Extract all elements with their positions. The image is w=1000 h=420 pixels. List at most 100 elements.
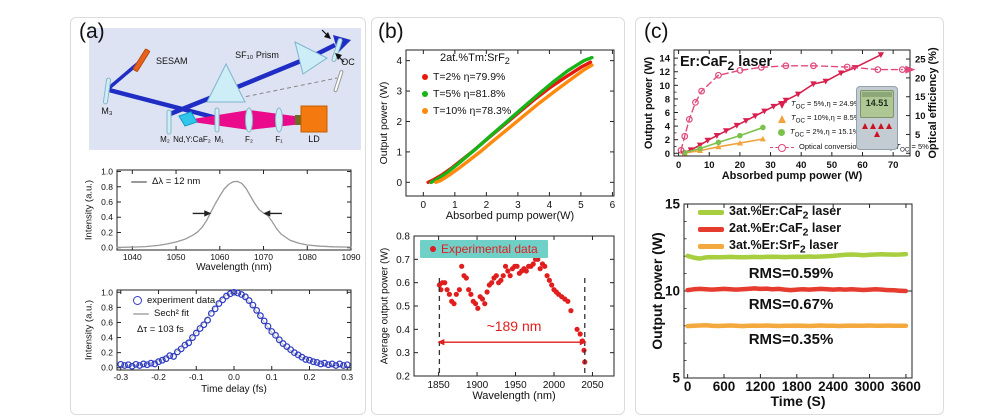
panel-c-label: (c)	[644, 20, 669, 43]
red-line-swatch	[698, 227, 724, 233]
tuning-range-chart: 1850 1900 1950 2000 2050 0.2 0.3 0.4 0.5 0.6 0.7 0.…	[376, 230, 620, 410]
orange-line-swatch	[698, 244, 724, 250]
power-transfer-chart: 0 1 2 3 4 5 6 0 1 2 3 4 Output power (W) Absorbed p…	[376, 40, 620, 230]
svg-text:0.1: 0.1	[266, 372, 278, 382]
svg-text:30: 30	[765, 160, 776, 171]
sesam-device	[132, 48, 151, 72]
triangle-up-swatch	[778, 114, 786, 123]
svg-text:20: 20	[915, 73, 926, 84]
svg-text:2: 2	[484, 200, 490, 211]
svg-text:600: 600	[713, 379, 736, 394]
power-efficiency-chart: 0 10 20 30 40 50 60 70 0 2 4 6 8 10 12 14 0 5 10 15 20 25 Out…	[640, 42, 940, 190]
c-title-text: Er:CaF	[680, 54, 728, 70]
crystal-label: Nd,Y:CaF₂	[173, 135, 211, 144]
autocorr-y-axis-label: Intensity (a.u.)	[83, 299, 95, 361]
stability-legend-red: 2at.%Er:CaF2 laser	[698, 221, 841, 239]
b-title-subscript: 2	[504, 56, 510, 67]
svg-text:1040: 1040	[123, 252, 142, 262]
c-bottom-y-axis-label: Output power (W)	[649, 232, 665, 350]
meter-header-bar	[862, 92, 892, 97]
b-tuning-legend: Experimental data	[420, 240, 548, 258]
open-circle-swatch	[133, 296, 142, 305]
svg-text:1050: 1050	[167, 252, 186, 262]
b-legend-t2-label: T=2% η=79.9%	[433, 71, 506, 83]
b-power-title: 2at.%Tm:SrF2	[440, 52, 510, 66]
svg-text:0.6: 0.6	[396, 278, 410, 289]
svg-text:0.3: 0.3	[341, 372, 353, 382]
svg-text:0.8: 0.8	[101, 182, 113, 192]
svg-text:1080: 1080	[298, 252, 317, 262]
panel-b-label: (b)	[378, 20, 404, 43]
spectrum-legend: Δλ = 12 nm	[131, 176, 200, 187]
alternate-cavity-dashed-line	[238, 77, 338, 99]
autocorr-legend-data-label: experiment data	[147, 295, 216, 306]
meter-button-icon	[878, 123, 884, 129]
mirror-m1	[214, 107, 220, 133]
svg-text:5: 5	[672, 371, 680, 386]
svg-text:1070: 1070	[254, 252, 273, 262]
meter-button-icon	[874, 131, 880, 137]
svg-text:3: 3	[515, 200, 521, 211]
b-legend-t5-label: T=5% η=81.8%	[433, 88, 506, 100]
svg-text:0: 0	[665, 149, 670, 160]
c-top-x-axis-label: Absorbed pump power (W)	[721, 170, 863, 182]
svg-text:15: 15	[665, 197, 681, 212]
b-legend-t5: T=5% η=81.8%	[422, 88, 505, 100]
sesam-label: SESAM	[156, 56, 188, 66]
svg-text:2050: 2050	[581, 380, 604, 391]
svg-text:6: 6	[665, 108, 670, 119]
output-coupler	[331, 37, 343, 63]
svg-text:1800: 1800	[782, 379, 812, 394]
panel-c: (c) 0 10 20 30 40 50 60 70 0 2 4 6 8 10 12 14 0 5 10 15 20 25…	[635, 17, 944, 415]
b-tuning-legend-label: Experimental data	[441, 242, 538, 256]
svg-text:4: 4	[547, 200, 553, 211]
autocorr-legend-fit: Sech² fit	[133, 308, 189, 319]
svg-text:0.5: 0.5	[396, 302, 410, 313]
pulse-duration-note: Δτ = 103 fs	[137, 324, 184, 335]
svg-text:0: 0	[684, 379, 692, 394]
svg-text:6: 6	[610, 200, 616, 211]
b-legend-t2: T=2% η=79.9%	[422, 71, 505, 83]
svg-text:10: 10	[659, 81, 670, 92]
svg-text:-0.3: -0.3	[113, 372, 128, 382]
svg-text:5: 5	[578, 200, 584, 211]
stability-legend-orange-label: 3at.%Er:SrF2 laser	[729, 238, 839, 256]
mirror-m2	[166, 109, 172, 135]
svg-text:0.2: 0.2	[101, 348, 113, 358]
c-legend-toc2: TOC = 2%,η = 15.1%	[778, 127, 859, 139]
svg-text:0.2: 0.2	[101, 227, 113, 237]
svg-text:1.0: 1.0	[101, 287, 113, 297]
svg-text:1: 1	[396, 147, 402, 158]
spectrum-y-axis-label: Intensity (a.u.)	[83, 179, 95, 241]
b-tuning-x-axis-label: Wavelength (nm)	[472, 390, 556, 402]
prism-2	[294, 41, 328, 75]
meter-screen: 14.51	[860, 90, 894, 118]
svg-text:0: 0	[676, 160, 681, 171]
dashed-open-circle-swatch	[770, 144, 794, 153]
autocorr-x-axis-label: Time delay (fs)	[201, 384, 267, 395]
spectrum-x-axis-label: Wavelength (nm)	[196, 262, 272, 273]
svg-text:70: 70	[888, 160, 899, 171]
svg-text:0.7: 0.7	[396, 255, 410, 266]
c-title-subscript: 2	[727, 58, 735, 73]
svg-text:50: 50	[827, 160, 838, 171]
svg-text:1060: 1060	[210, 252, 229, 262]
stability-legend-green: 3at.%Er:CaF2 laser	[698, 204, 841, 222]
tuning-arrow-lower-head	[335, 53, 342, 60]
b-power-y-axis-label: Output power (W)	[378, 81, 390, 165]
c-title-suffix: laser	[734, 54, 773, 70]
svg-text:10: 10	[915, 111, 926, 122]
svg-text:3: 3	[396, 87, 402, 98]
b-legend-t10-label: T=10% η=78.3%	[433, 105, 512, 117]
svg-text:20: 20	[735, 160, 746, 171]
c-legend-toc5-label: TOC = 5%,η = 24.9%	[791, 99, 861, 111]
svg-text:1850: 1850	[427, 380, 450, 391]
svg-text:0.4: 0.4	[101, 333, 113, 343]
svg-text:1: 1	[452, 200, 458, 211]
prism-1	[206, 62, 246, 103]
svg-text:-0.1: -0.1	[189, 372, 204, 382]
autocorr-legend-data: experiment data	[133, 295, 215, 306]
meter-button-icon	[886, 123, 892, 129]
svg-text:0.0: 0.0	[101, 243, 113, 253]
stability-legend-red-label: 2at.%Er:CaF2 laser	[729, 221, 842, 239]
